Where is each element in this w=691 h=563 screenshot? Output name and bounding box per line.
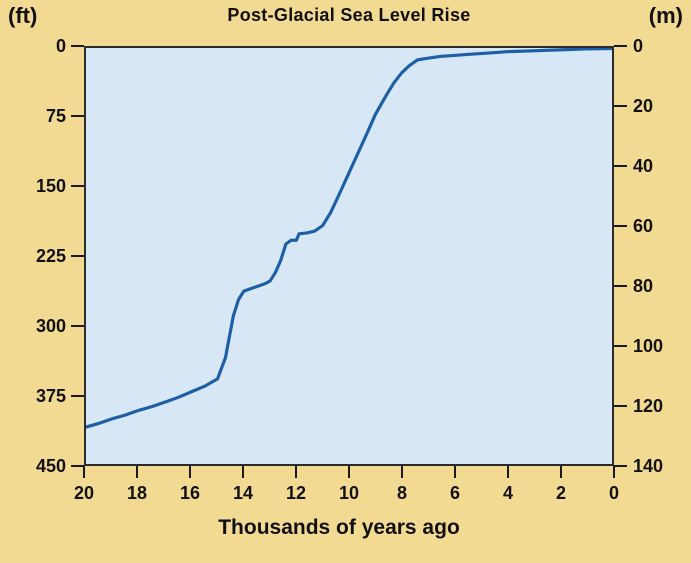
- chart-title: Post-Glacial Sea Level Rise: [227, 5, 471, 25]
- plot-area: [84, 46, 614, 466]
- x-tick-label: 14: [232, 483, 254, 503]
- x-tick-mark: [135, 466, 139, 478]
- left-tick-mark: [71, 324, 84, 328]
- x-tick-label: 16: [179, 483, 201, 503]
- right-tick-label: 20: [633, 96, 654, 116]
- right-tick-label: 120: [633, 396, 664, 416]
- x-tick-label: 18: [126, 483, 148, 503]
- x-tick-label: 0: [608, 483, 619, 503]
- right-tick-label: 60: [633, 216, 654, 236]
- left-tick-mark: [71, 184, 84, 188]
- left-tick-label: 225: [35, 246, 66, 266]
- x-tick-mark: [82, 466, 86, 478]
- right-tick-label: 40: [633, 156, 654, 176]
- sea-level-curve: [86, 48, 612, 429]
- x-tick-mark: [612, 466, 616, 478]
- x-tick-mark: [453, 466, 457, 478]
- left-tick-mark: [71, 254, 84, 258]
- x-axis-title: Thousands of years ago: [218, 516, 460, 539]
- left-tick-mark: [71, 114, 84, 118]
- x-tick-label: 8: [396, 483, 407, 503]
- right-tick-mark: [614, 44, 627, 48]
- x-tick-mark: [506, 466, 510, 478]
- x-tick-label: 4: [502, 483, 513, 503]
- left-tick-mark: [71, 44, 84, 48]
- right-tick-mark: [614, 104, 627, 108]
- left-axis-unit-label: (ft): [8, 3, 38, 28]
- right-tick-label: 80: [633, 276, 654, 296]
- x-tick-mark: [559, 466, 563, 478]
- left-tick-label: 150: [35, 176, 66, 196]
- left-tick-label: 300: [35, 316, 66, 336]
- right-tick-mark: [614, 404, 627, 408]
- right-tick-mark: [614, 284, 627, 288]
- left-tick-label: 75: [45, 106, 66, 126]
- right-tick-mark: [614, 344, 627, 348]
- x-tick-mark: [347, 466, 351, 478]
- x-tick-mark: [294, 466, 298, 478]
- right-tick-label: 140: [633, 456, 664, 476]
- x-tick-label: 2: [555, 483, 566, 503]
- right-axis-unit-label: (m): [648, 3, 683, 28]
- x-tick-label: 20: [73, 483, 95, 503]
- right-tick-mark: [614, 164, 627, 168]
- x-tick-mark: [188, 466, 192, 478]
- left-tick-mark: [71, 464, 84, 468]
- x-tick-label: 12: [285, 483, 307, 503]
- x-tick-mark: [400, 466, 404, 478]
- left-tick-label: 375: [35, 386, 66, 406]
- right-tick-mark: [614, 224, 627, 228]
- x-tick-mark: [241, 466, 245, 478]
- left-tick-label: 0: [55, 36, 66, 56]
- left-tick-mark: [71, 394, 84, 398]
- sea-level-chart-svg: [86, 48, 612, 429]
- right-tick-mark: [614, 464, 627, 468]
- right-tick-label: 0: [633, 36, 644, 56]
- right-tick-label: 100: [633, 336, 664, 356]
- x-tick-label: 6: [449, 483, 460, 503]
- x-tick-label: 10: [338, 483, 360, 503]
- left-tick-label: 450: [35, 456, 66, 476]
